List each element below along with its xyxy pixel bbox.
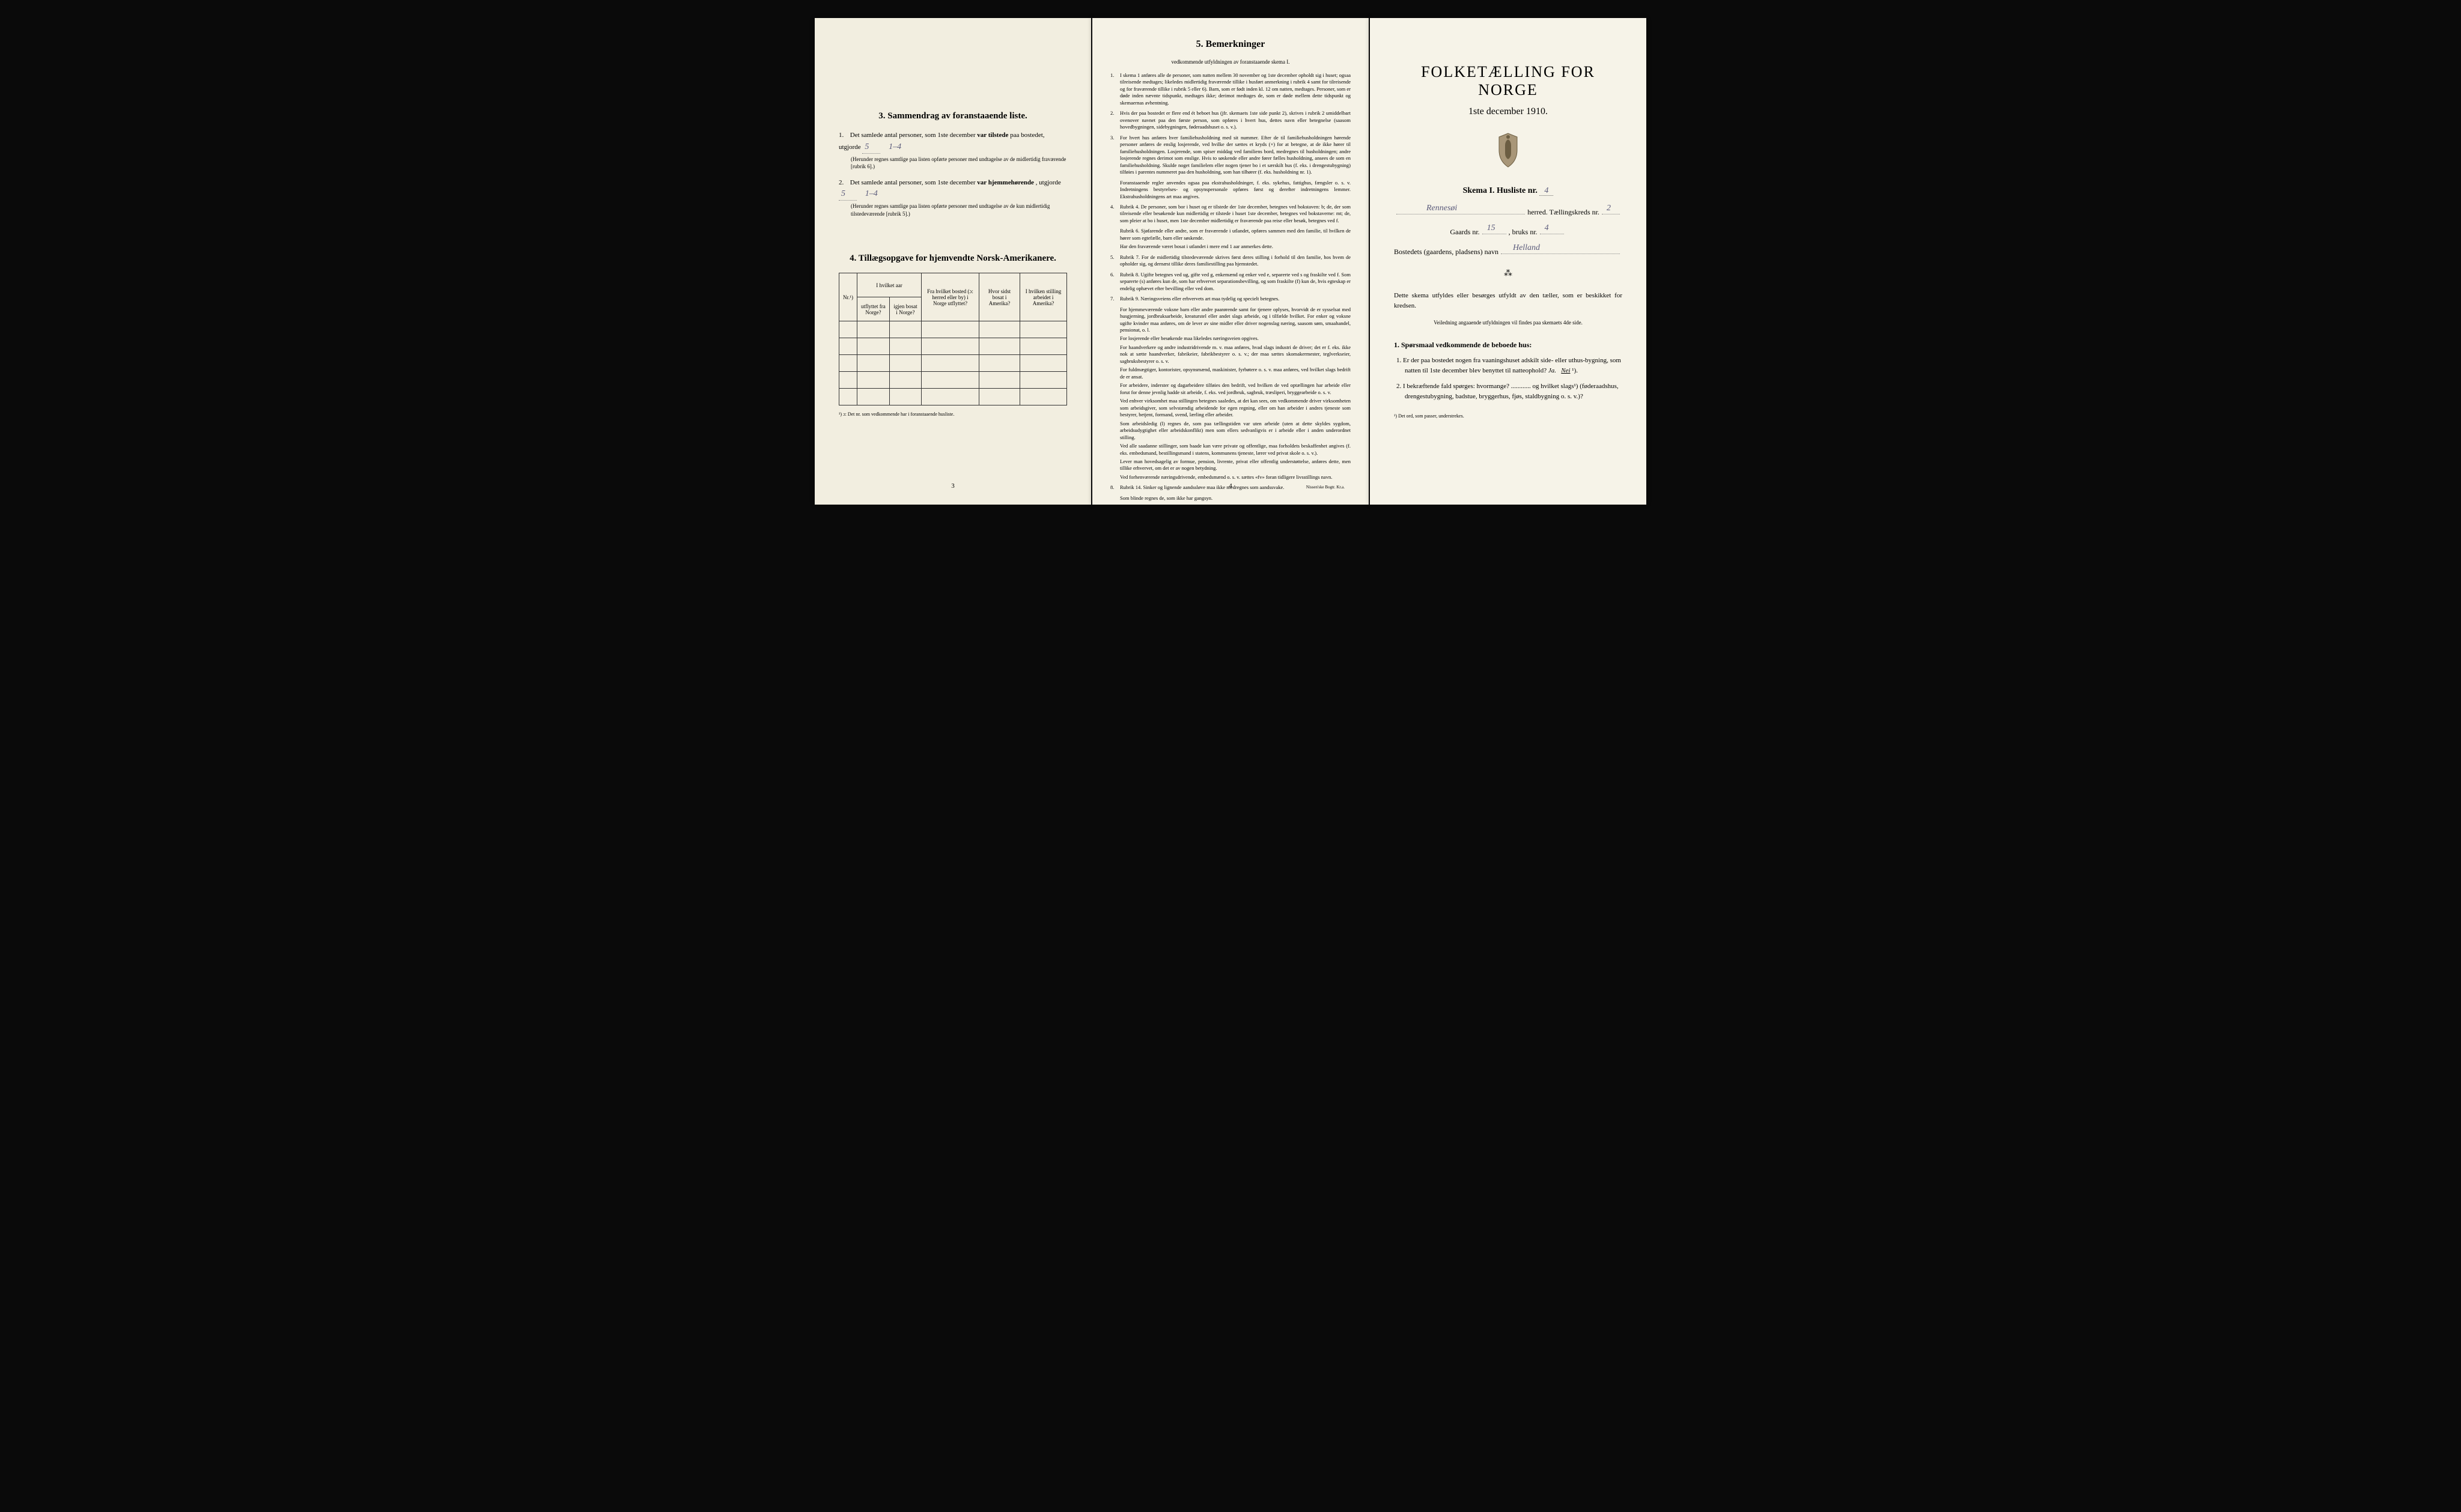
section-3-title: 3. Sammendrag av foranstaaende liste. xyxy=(839,111,1067,121)
page-number: 4 xyxy=(1229,482,1232,490)
instruction-text: Dette skema utfyldes eller besørges utfy… xyxy=(1394,291,1622,311)
col-bosted: Fra hvilket bosted (ɔ: herred eller by) … xyxy=(922,273,979,321)
remark-sub: Ved alle saadanne stillinger, som baade … xyxy=(1120,443,1351,457)
page-left: 3. Sammendrag av foranstaaende liste. 1.… xyxy=(815,18,1091,505)
remark-sub: For fuldmægtiger, kontorister, opsynsmæn… xyxy=(1120,366,1351,380)
remark-sub: Lever man hovedsagelig av formue, pensio… xyxy=(1120,458,1351,472)
printer-credit: Nissen'ske Bogtr. Kr.a. xyxy=(1306,485,1345,490)
remark-item: 1.I skema 1 anføres alle de personer, so… xyxy=(1110,72,1351,106)
remark-sub: For haandverkere og andre industridriven… xyxy=(1120,344,1351,365)
bemerkninger-title: 5. Bemerkninger xyxy=(1110,39,1351,50)
table-row xyxy=(839,321,1067,338)
remark-sub: Som blinde regnes de, som ikke har gangs… xyxy=(1120,495,1351,502)
remark-sub: For hjemmeværende voksne barn eller andr… xyxy=(1120,306,1351,334)
page-middle: 5. Bemerkninger vedkommende utfyldningen… xyxy=(1092,18,1369,505)
section-3-sammendrag: 3. Sammendrag av foranstaaende liste. 1.… xyxy=(839,111,1067,217)
herred-field: Rennesøi herred. Tællingskreds nr. 2 xyxy=(1394,208,1622,217)
census-title: FOLKETÆLLING FOR NORGE xyxy=(1394,63,1622,99)
remark-item: 7.Rubrik 9. Næringsveiens eller erhverve… xyxy=(1110,296,1351,302)
col-stilling: I hvilken stilling arbeidet i Amerika? xyxy=(1020,273,1067,321)
remark-sub: Som arbeidsledig (l) regnes de, som paa … xyxy=(1120,421,1351,441)
col-igjen: igjen bosat i Norge? xyxy=(889,297,921,321)
gaard-field: Gaards nr. 15 , bruks nr. 4 xyxy=(1394,228,1622,237)
norsk-amerikanere-table: Nr.¹) I hvilket aar Fra hvilket bosted (… xyxy=(839,273,1067,405)
col-nr: Nr.¹) xyxy=(839,273,857,321)
summary-item-1: 1. Det samlede antal personer, som 1ste … xyxy=(839,130,1067,171)
section-4-title: 4. Tillægsopgave for hjemvendte Norsk-Am… xyxy=(839,254,1067,264)
remark-sub: For arbeidere, inderster og dagarbeidere… xyxy=(1120,382,1351,396)
table-row xyxy=(839,355,1067,372)
question-1: 1. Er der paa bostedet nogen fra vaaning… xyxy=(1405,356,1622,375)
remark-sub: Foranstaaende regler anvendes ogsaa paa … xyxy=(1120,180,1351,200)
remark-sub: Ved forhenværende næringsdrivende, embed… xyxy=(1120,474,1351,481)
table-row xyxy=(839,372,1067,389)
col-amerika: Hvor sidst bosat i Amerika? xyxy=(979,273,1020,321)
question-heading: 1. Spørsmaal vedkommende de beboede hus: xyxy=(1394,341,1622,350)
section-4-tillaeg: 4. Tillægsopgave for hjemvendte Norsk-Am… xyxy=(839,254,1067,417)
summary-item-2: 2. Det samlede antal personer, som 1ste … xyxy=(839,178,1067,218)
col-aar: I hvilket aar xyxy=(857,273,921,297)
census-date: 1ste december 1910. xyxy=(1394,106,1622,117)
remark-item: 6.Rubrik 8. Ugifte betegnes ved ug, gift… xyxy=(1110,272,1351,292)
page-number: 3 xyxy=(951,482,955,490)
remark-sub: For losjerende eller besøkende maa likel… xyxy=(1120,335,1351,342)
remark-sub: Har den fraværende været bosat i utlande… xyxy=(1120,243,1351,250)
bemerkninger-subtitle: vedkommende utfyldningen av foranstaaend… xyxy=(1110,59,1351,65)
remark-sub: Rubrik 6. Sjøfarende eller andre, som er… xyxy=(1120,228,1351,241)
remark-item: 5.Rubrik 7. For de midlertidig tilstedev… xyxy=(1110,254,1351,268)
decoration-icon: ⁂ xyxy=(1394,269,1622,279)
instruction-sub: Veiledning angaaende utfyldningen vil fi… xyxy=(1394,320,1622,326)
remark-item: 4.Rubrik 4. De personer, som bor i huset… xyxy=(1110,204,1351,224)
col-utflyttet: utflyttet fra Norge? xyxy=(857,297,889,321)
table-row xyxy=(839,389,1067,405)
table-footnote: ¹) ɔ: Det nr. som vedkommende har i fora… xyxy=(839,411,1067,417)
footnote: ¹) Det ord, som passer, understrekes. xyxy=(1394,413,1622,419)
remark-sub: Ved enhver virksomhet maa stillingen bet… xyxy=(1120,398,1351,418)
table-row xyxy=(839,338,1067,355)
remark-item: 2.Hvis der paa bostedet er flere end ét … xyxy=(1110,110,1351,130)
coat-of-arms-icon xyxy=(1394,132,1622,171)
question-2: 2. I bekræftende fald spørges: hvormange… xyxy=(1405,381,1622,401)
skema-line: Skema I. Husliste nr. 4 xyxy=(1394,186,1622,196)
bosted-field: Bostedets (gaardens, pladsens) navn Hell… xyxy=(1394,247,1622,257)
remark-item: 3.For hvert hus anføres hver familiehush… xyxy=(1110,135,1351,176)
remarks-list: 1.I skema 1 anføres alle de personer, so… xyxy=(1110,72,1351,502)
page-right: FOLKETÆLLING FOR NORGE 1ste december 191… xyxy=(1370,18,1646,505)
